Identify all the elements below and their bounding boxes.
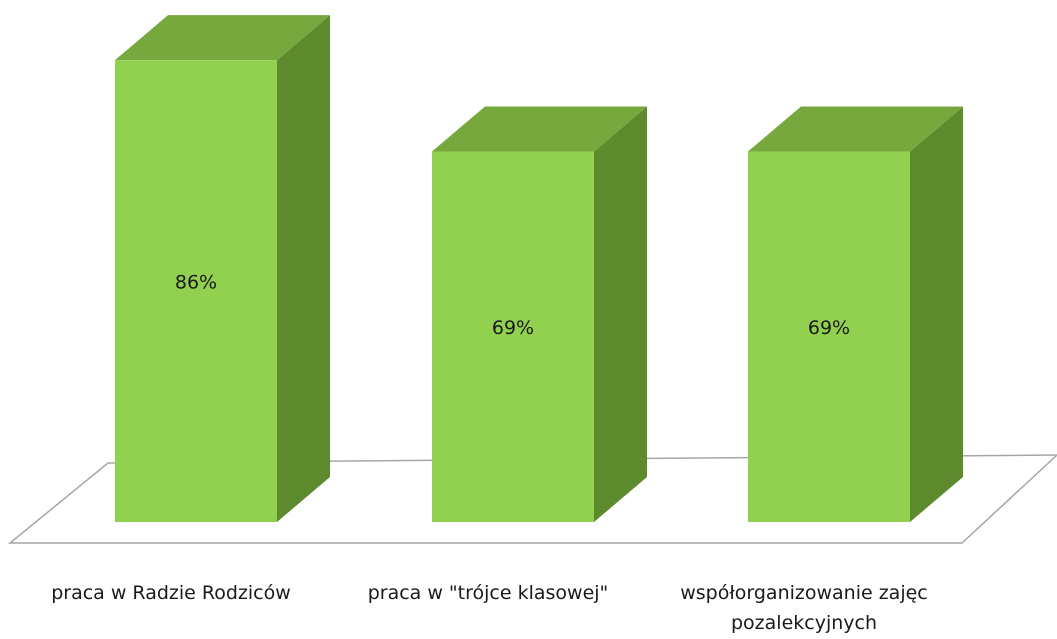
bar [432, 151, 594, 522]
x-tick-label: współorganizowanie zajęc pozalekcyjnych [680, 582, 928, 634]
x-tick-label: praca w Radzie Rodziców [51, 582, 291, 604]
bar-side [277, 15, 330, 523]
bar-side [594, 106, 647, 522]
value-label: 69% [808, 317, 850, 339]
bar-side [910, 106, 963, 522]
bar-top [432, 106, 647, 152]
bar [115, 60, 277, 523]
bar [748, 151, 910, 522]
value-label: 86% [175, 272, 217, 294]
value-label: 69% [492, 317, 534, 339]
bar-top [748, 106, 963, 152]
x-tick-label: praca w "trójce klasowej" [367, 582, 609, 604]
bar-top [115, 15, 330, 61]
